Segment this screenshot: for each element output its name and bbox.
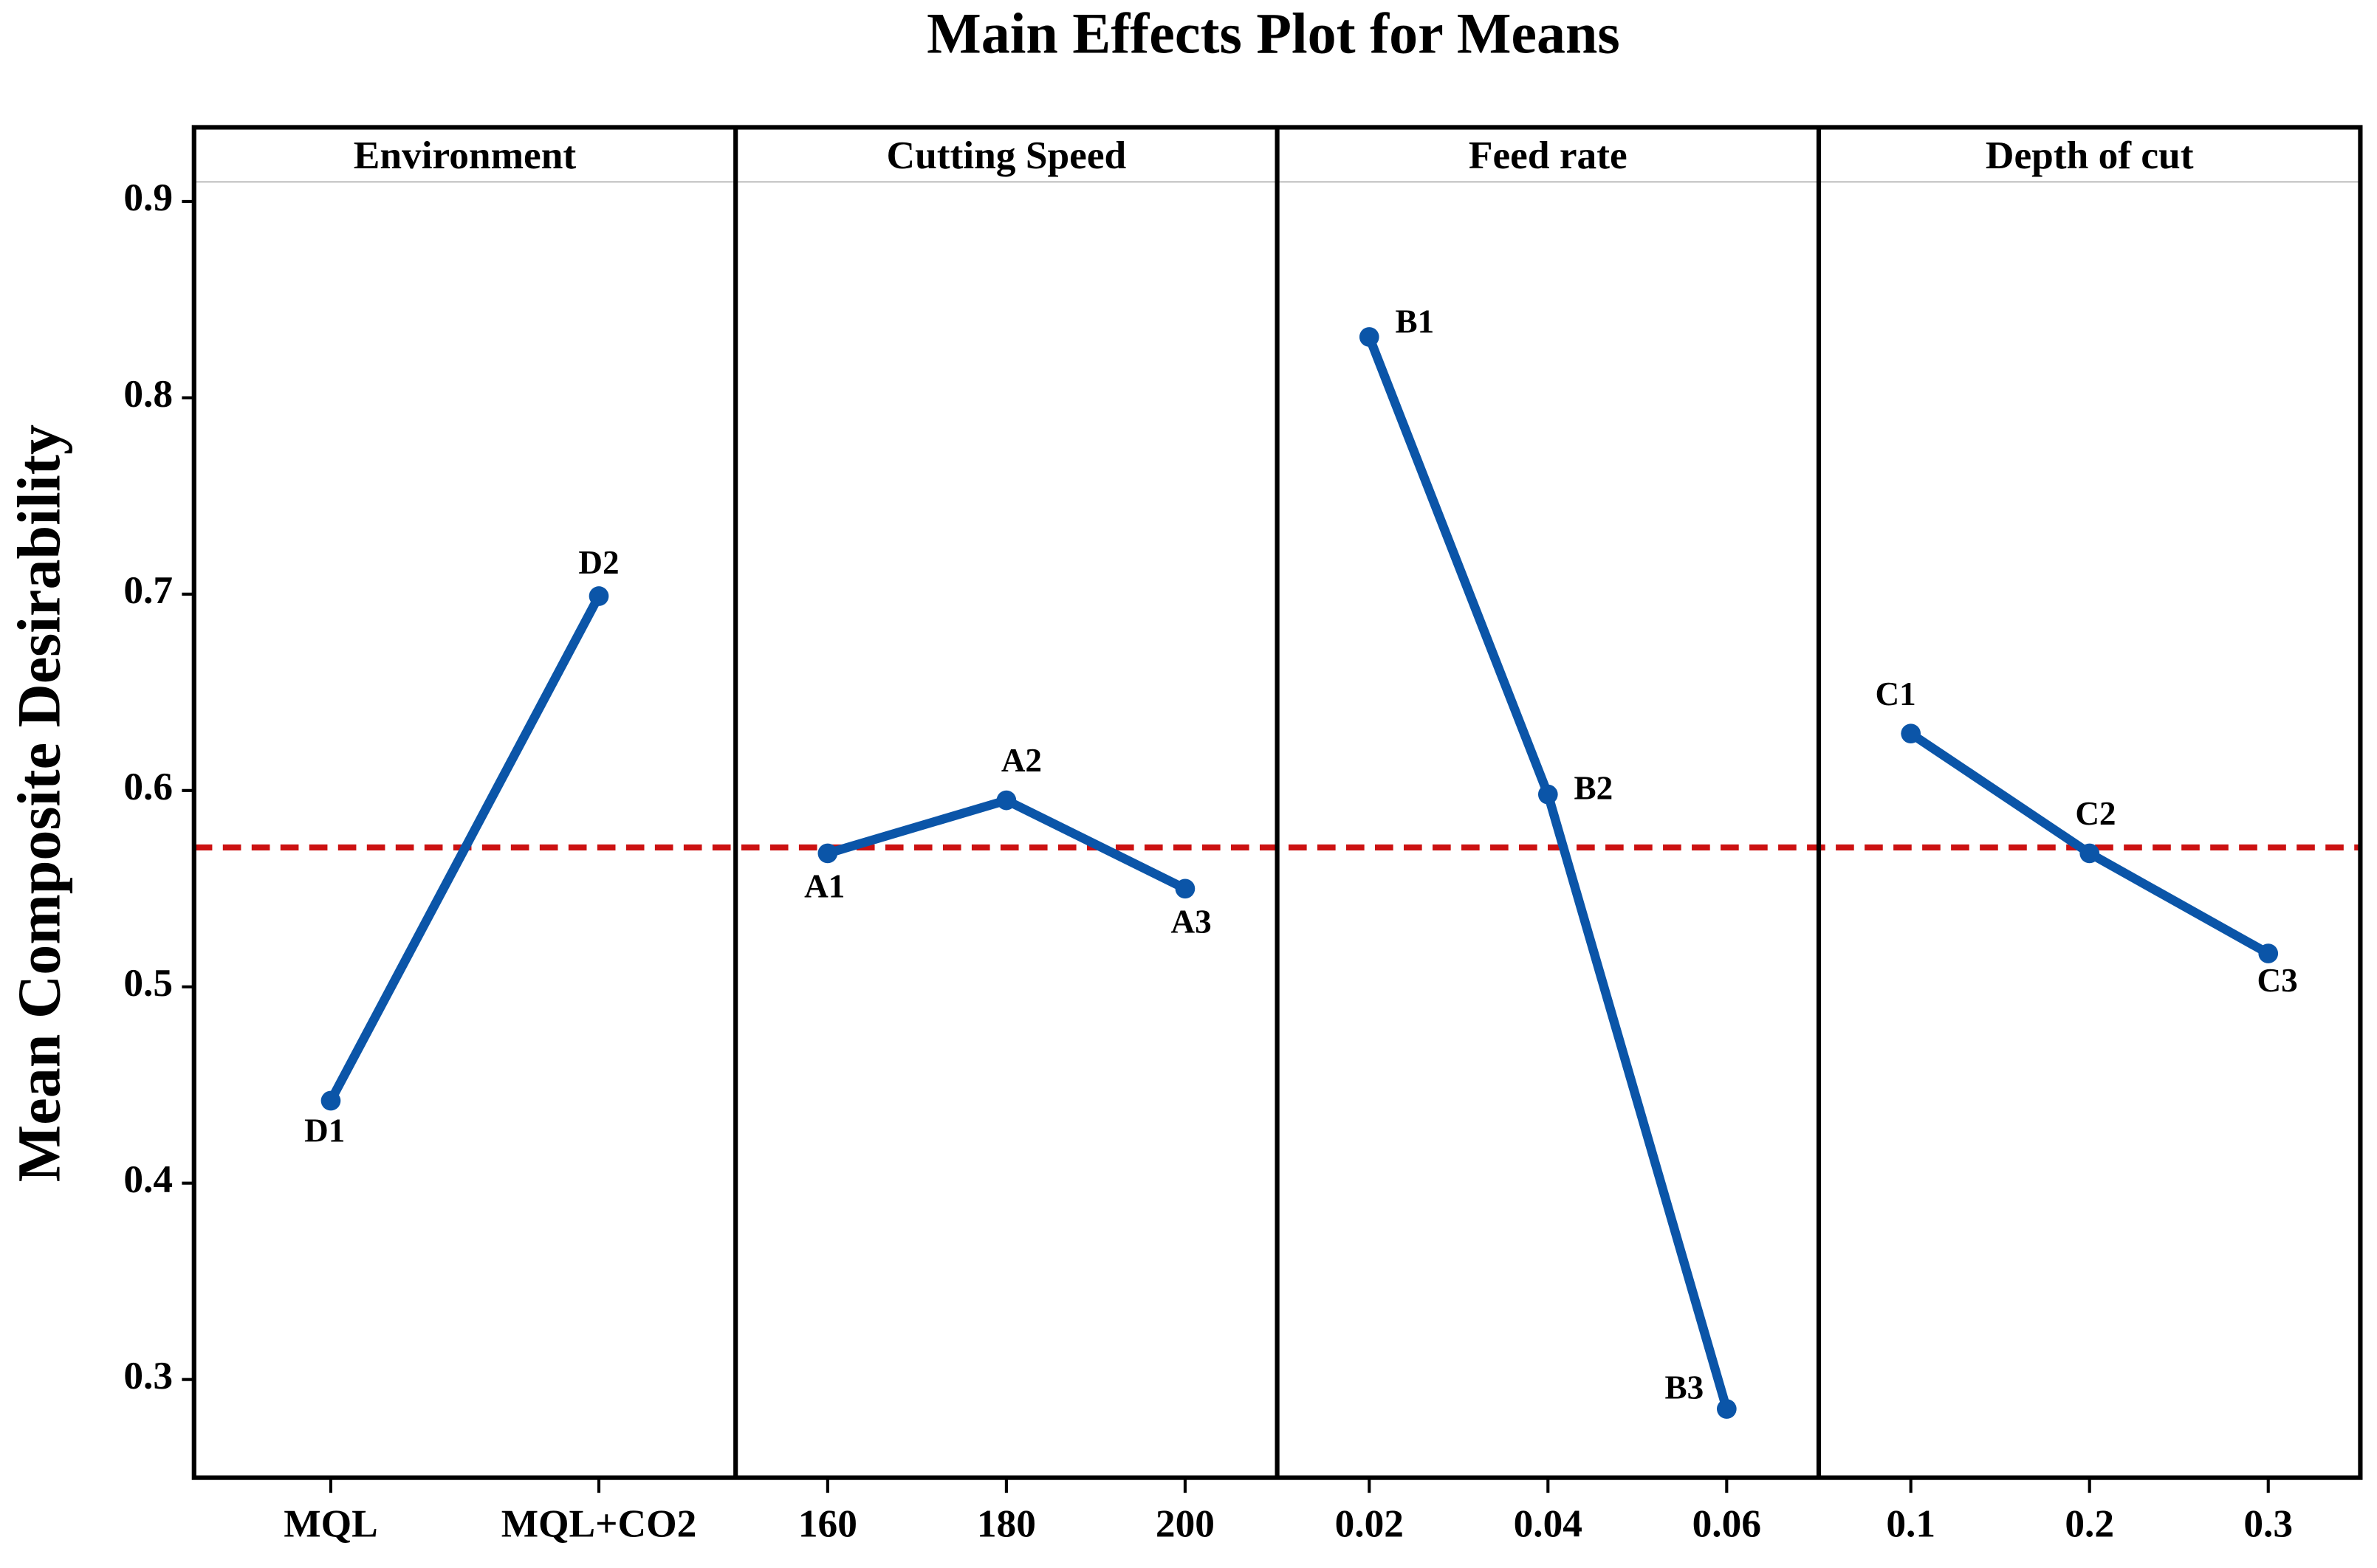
x-tick-label: MQL	[284, 1502, 377, 1546]
x-tick-label: 0.1	[1886, 1502, 1935, 1546]
x-tick-label: 0.02	[1335, 1502, 1404, 1546]
point	[320, 1090, 341, 1111]
point-label: A1	[804, 868, 845, 905]
panel-title: Feed rate	[1469, 133, 1627, 177]
y-tick-label: 0.3	[123, 1353, 173, 1397]
y-tick-label: 0.4	[123, 1157, 173, 1201]
point	[1175, 878, 1196, 899]
panel-title: Environment	[354, 133, 577, 177]
x-tick-label: 0.06	[1692, 1502, 1761, 1546]
y-tick-label: 0.5	[123, 960, 173, 1005]
point	[817, 843, 838, 864]
point-label: A3	[1171, 903, 1212, 940]
plot-frame	[191, 125, 2363, 1480]
effect-line	[1365, 335, 1732, 1411]
point-label: D2	[578, 544, 619, 581]
point-label: B1	[1396, 303, 1435, 340]
panel-title: Depth of cut	[1986, 133, 2194, 177]
y-axis-label: Mean Composite Desirability	[5, 424, 72, 1182]
y-tick-label: 0.7	[123, 568, 173, 612]
point-label: C1	[1876, 675, 1916, 712]
chart-title: Main Effects Plot for Means	[927, 1, 1620, 65]
x-tick-label: MQL+CO2	[501, 1502, 697, 1546]
point	[1359, 327, 1379, 347]
point	[589, 586, 609, 606]
y-tick-label: 0.9	[123, 175, 173, 219]
y-tick-label: 0.8	[123, 371, 173, 416]
x-tick-label: 160	[798, 1502, 857, 1546]
x-tick-label: 0.3	[2243, 1502, 2293, 1546]
point	[996, 790, 1017, 811]
x-tick-label: 0.2	[2065, 1502, 2114, 1546]
point-label: B3	[1664, 1369, 1704, 1406]
x-tick-label: 200	[1156, 1502, 1215, 1546]
x-tick-label: 0.04	[1514, 1502, 1582, 1546]
point-label: A2	[1001, 742, 1042, 779]
panel-title: Cutting Speed	[887, 133, 1127, 177]
point	[2079, 843, 2100, 864]
point-label: C2	[2075, 795, 2116, 832]
x-tick-label: 180	[977, 1502, 1036, 1546]
point-label: C3	[2257, 962, 2297, 999]
y-tick-label: 0.6	[123, 764, 173, 808]
point	[1716, 1399, 1737, 1419]
effect-line	[326, 594, 603, 1103]
point	[1901, 723, 1921, 744]
point	[1537, 784, 1558, 805]
point	[2258, 943, 2279, 963]
point-label: B2	[1574, 769, 1613, 806]
point-label: D1	[304, 1113, 345, 1149]
